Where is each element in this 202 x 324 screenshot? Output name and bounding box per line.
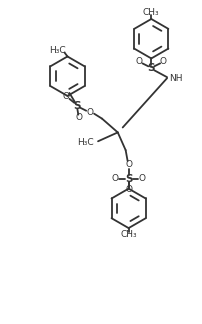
- Text: O: O: [125, 160, 132, 169]
- Text: O: O: [125, 185, 132, 194]
- Text: O: O: [160, 57, 167, 66]
- Text: O: O: [136, 57, 143, 66]
- Text: NH: NH: [169, 74, 183, 83]
- Text: S: S: [147, 63, 155, 73]
- Text: O: O: [139, 174, 146, 183]
- Text: O: O: [63, 92, 70, 101]
- Text: H₃C: H₃C: [78, 138, 94, 147]
- Text: CH₃: CH₃: [143, 7, 160, 17]
- Text: H₃C: H₃C: [49, 46, 66, 55]
- Text: CH₃: CH₃: [120, 230, 137, 239]
- Text: S: S: [125, 174, 132, 184]
- Text: O: O: [76, 113, 83, 122]
- Text: O: O: [87, 108, 94, 117]
- Text: O: O: [111, 174, 118, 183]
- Text: S: S: [74, 101, 81, 111]
